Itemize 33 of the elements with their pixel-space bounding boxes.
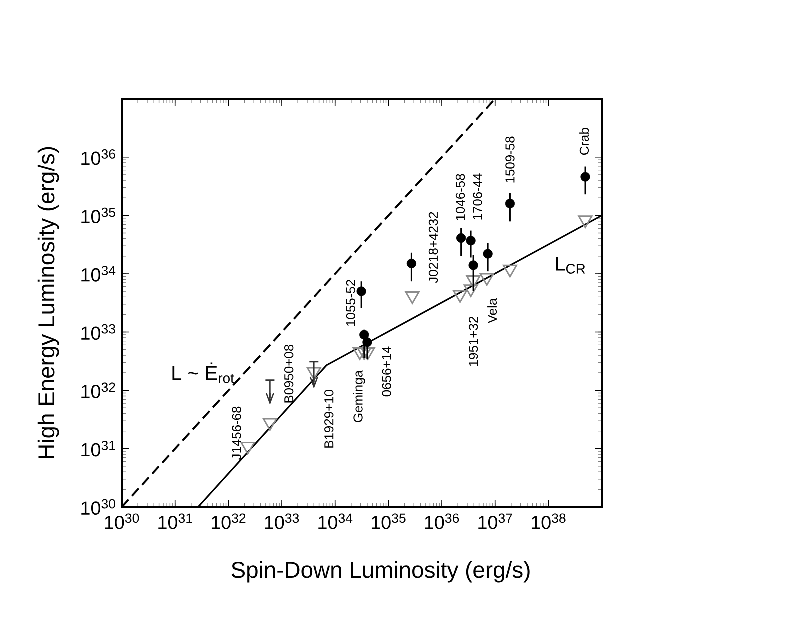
annotation: 1055-52 (346, 280, 356, 326)
annotation: Geminga (353, 370, 366, 422)
x-axis-title: Spin-Down Luminosity (erg/s) (232, 561, 530, 583)
y-tick-label: 10$^{32}$ (82, 382, 116, 398)
annotation: J0218+4232 (428, 212, 438, 284)
x-tick-label: 10$^{33}$ (265, 514, 300, 530)
annotation: Crab (580, 128, 590, 156)
y-tick-label: 10$^{36}$ (82, 150, 116, 166)
y-tick-label: 10$^{30}$ (82, 499, 116, 516)
series-label: L$_{CR}$ (556, 257, 586, 274)
x-tick-label: 10$^{32}$ (212, 514, 246, 530)
x-tick-label: 10$^{31}$ (158, 514, 192, 530)
annotation: 1509-58 (506, 136, 515, 183)
y-tick-label: 10$^{34}$ (82, 266, 116, 282)
annotation: Vela (488, 298, 498, 324)
annotation: 1951+32 (468, 317, 478, 366)
x-tick-label: 10$^{34}$ (318, 514, 353, 530)
annotation: B0950+08 (284, 344, 294, 403)
annotation: J1456-68 (232, 406, 242, 460)
annotation: 0656+14 (382, 346, 392, 397)
x-tick-label: 10$^{30}$ (105, 514, 140, 530)
series-label: L ~ Ė$_{rot}$ (172, 362, 234, 384)
x-tick-label: 10$^{38}$ (532, 514, 566, 530)
y-axis-title: High Energy Luminosity (erg/s) (38, 147, 60, 459)
y-tick-label: 10$^{35}$ (82, 208, 116, 224)
annotation: B1929+10 (324, 390, 334, 448)
annotation: 1706-44 (473, 174, 482, 220)
x-tick-label: 10$^{37}$ (478, 514, 512, 530)
x-tick-label: 10$^{36}$ (425, 514, 460, 530)
x-tick-label: 10$^{35}$ (372, 514, 406, 530)
y-tick-label: 10$^{33}$ (82, 324, 116, 340)
y-tick-label: 10$^{31}$ (82, 441, 116, 457)
annotation: 1046-58 (456, 174, 466, 220)
